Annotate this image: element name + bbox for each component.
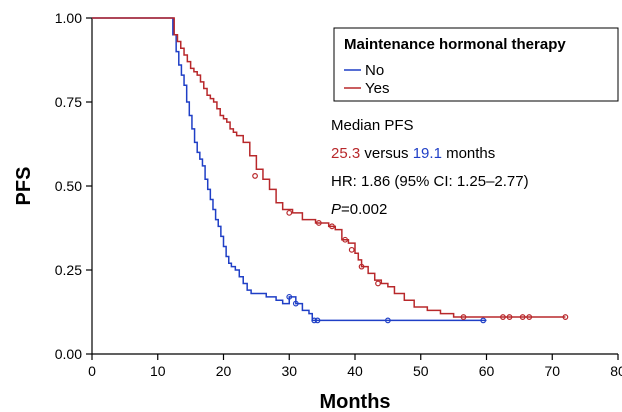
annotation: Median PFS 25.3 versus 19.1 months HR: 1… <box>331 117 529 218</box>
censor-mark-no <box>480 317 487 324</box>
median-heading: Median PFS <box>331 117 414 134</box>
x-tick-label: 30 <box>281 363 297 379</box>
y-tick-label: 0.25 <box>55 262 82 278</box>
versus-text: versus <box>360 145 413 162</box>
y-tick-label: 0.50 <box>55 178 82 194</box>
censor-mark-yes <box>315 220 322 226</box>
censor-mark-yes <box>519 314 526 320</box>
yes-median-value: 25.3 <box>331 145 360 162</box>
series-line-yes <box>92 17 566 318</box>
x-tick-label: 20 <box>216 363 232 379</box>
legend-label-yes: Yes <box>365 80 389 97</box>
censor-mark-yes <box>348 246 355 253</box>
p-value: P=0.002 <box>331 201 387 218</box>
x-tick-label: 50 <box>413 363 429 379</box>
censor-mark-yes <box>342 236 349 243</box>
y-tick-label: 0.00 <box>55 346 82 362</box>
censor-mark-yes <box>562 314 569 320</box>
legend-box <box>333 27 619 102</box>
censor-mark-yes <box>252 173 258 179</box>
hazard-ratio: HR: 1.86 (95% CI: 1.25–2.77) <box>331 173 529 190</box>
censor-mark-yes <box>286 209 293 216</box>
censor-mark-no <box>384 317 391 324</box>
y-axis-title: PFS <box>13 167 35 206</box>
x-tick-label: 0 <box>88 363 96 379</box>
y-tick-label: 1.00 <box>55 10 82 26</box>
censor-mark-yes <box>500 314 506 320</box>
censor-mark-yes <box>460 314 467 320</box>
legend: Maintenance hormonal therapy No Yes <box>333 27 619 102</box>
p-value-number: =0.002 <box>341 201 387 218</box>
censor-mark-no <box>292 300 299 307</box>
x-tick-label: 40 <box>347 363 363 379</box>
censor-mark-yes <box>329 223 335 230</box>
legend-title: Maintenance hormonal therapy <box>344 36 566 53</box>
legend-label-no: No <box>365 62 384 79</box>
y-tick-label: 0.75 <box>55 94 82 110</box>
censor-mark-yes <box>506 314 513 320</box>
x-ticks: 0 10 20 30 40 50 60 70 80 <box>88 354 622 379</box>
censor-mark-no <box>311 317 318 324</box>
x-tick-label: 70 <box>544 363 560 379</box>
series-line-no <box>92 17 487 322</box>
censor-mark-no <box>286 293 293 300</box>
y-ticks: 0.00 0.25 0.50 0.75 1.00 <box>55 10 92 362</box>
x-tick-label: 10 <box>150 363 166 379</box>
censor-mark-no <box>314 317 321 324</box>
median-comparison: 25.3 versus 19.1 months <box>331 145 495 162</box>
months-text: months <box>442 145 495 162</box>
censor-mark-yes <box>526 314 533 320</box>
x-tick-label: 80 <box>610 363 622 379</box>
censor-mark-yes <box>375 280 381 287</box>
x-tick-label: 60 <box>479 363 495 379</box>
no-median-value: 19.1 <box>413 145 442 162</box>
censor-mark-yes <box>358 263 365 270</box>
x-axis-title: Months <box>319 391 390 412</box>
p-letter: P <box>331 201 341 218</box>
series-layer <box>92 17 569 324</box>
